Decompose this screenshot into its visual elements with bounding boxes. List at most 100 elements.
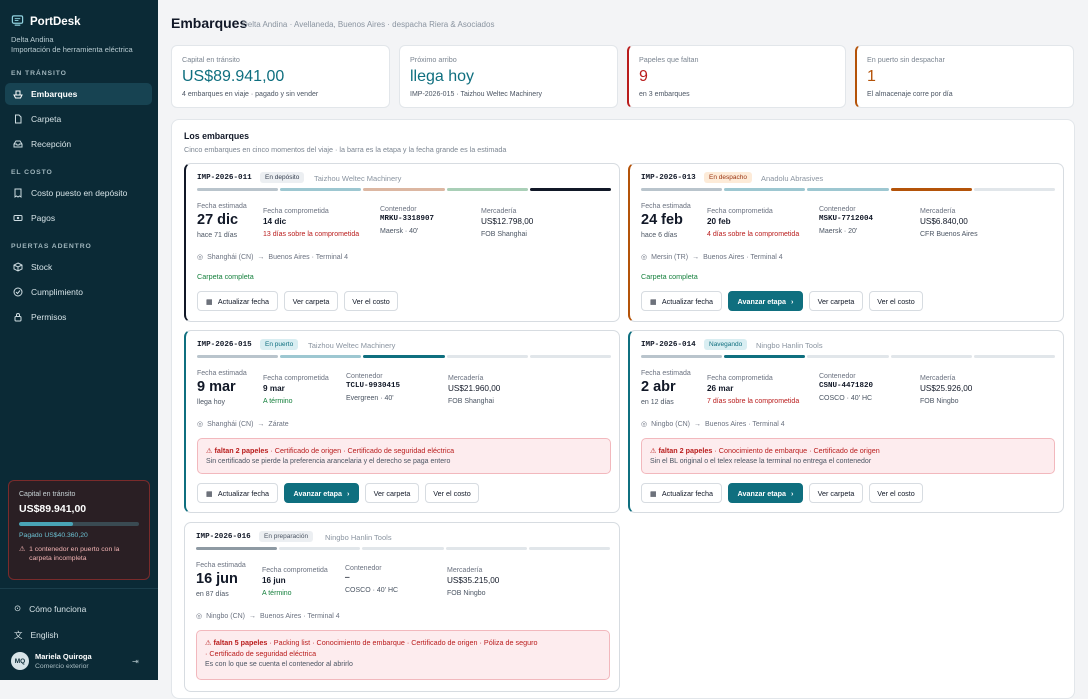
stage-segment: [807, 355, 889, 358]
est-date-label: Fecha estimada: [196, 562, 246, 569]
committed-date-col: Fecha comprometida 14 dic 13 días sobre …: [263, 208, 359, 238]
logout-icon[interactable]: ⇥: [132, 657, 139, 666]
col-label: Contenedor: [819, 206, 856, 213]
user-name: Mariela Quiroga: [35, 652, 92, 661]
nav-pagos[interactable]: Pagos: [5, 207, 152, 229]
view-folder-button[interactable]: Ver carpeta: [809, 483, 863, 503]
col-label: Fecha comprometida: [263, 208, 329, 215]
kpi-sub: IMP-2026-015 · Taizhou Weltec Machinery: [410, 91, 543, 98]
col-label: Contenedor: [346, 373, 383, 380]
status-badge: En despacho: [704, 172, 752, 183]
est-date-relative: hace 71 días: [197, 232, 238, 239]
nav-carpeta[interactable]: Carpeta: [5, 108, 152, 130]
shipment-card[interactable]: IMP-2026-013 En despacho Anadolu Abrasiv…: [628, 163, 1064, 322]
box-icon: [13, 262, 23, 272]
committed-note: 7 días sobre la comprometida: [707, 398, 800, 405]
kpi-label: Capital en tránsito: [182, 55, 240, 64]
status-badge: Navegando: [704, 339, 748, 350]
missing-docs: Packing list · Conocimiento de embarque …: [273, 638, 538, 647]
stage-bar: [197, 188, 612, 191]
est-date-label: Fecha estimada: [641, 203, 691, 210]
shipment-card[interactable]: IMP-2026-016 En preparación Ningbo Hanli…: [184, 522, 620, 692]
est-date-label: Fecha estimada: [641, 370, 691, 377]
globe-icon: ◎: [196, 613, 203, 620]
update-date-button[interactable]: ▦ Actualizar fecha: [641, 291, 722, 311]
button-label: Actualizar fecha: [217, 488, 269, 498]
stage-segment: [197, 355, 279, 358]
view-cost-button[interactable]: Ver el costo: [425, 483, 479, 503]
nav-cumplimiento[interactable]: Cumplimiento: [5, 281, 152, 303]
status-badge: En depósito: [260, 172, 305, 183]
nav-recepcion[interactable]: Recepción: [5, 133, 152, 155]
folder-complete: Carpeta completa: [641, 272, 698, 281]
committed-date-col: Fecha comprometida 26 mar 7 días sobre l…: [707, 375, 799, 405]
kpi-sub: en 3 embarques: [639, 91, 690, 98]
warning-text: 1 contenedor en puerto con la carpeta in…: [29, 546, 120, 563]
carrier: Evergreen · 40': [346, 395, 394, 402]
missing-docs-alert: ⚠ faltan 2 papeles · Conocimiento de emb…: [641, 438, 1055, 474]
update-date-button[interactable]: ▦ Actualizar fecha: [641, 483, 722, 503]
merch-col: Mercadería US$25.926,00 FOB Ningbo: [920, 375, 972, 405]
col-label: Contenedor: [380, 206, 417, 213]
route: ◎ Ningbo (CN) → Buenos Aires · Terminal 4: [196, 612, 340, 621]
paid-progress-fill: [19, 522, 73, 526]
stage-bar: [641, 188, 1056, 191]
incoterm: FOB Ningbo: [447, 590, 486, 597]
receipt-icon: [13, 188, 23, 198]
warning-icon: ⚠: [206, 446, 213, 455]
committed-date-col: Fecha comprometida 16 jun A término: [262, 567, 328, 597]
est-date: 2 abr: [641, 379, 676, 395]
alert-note: Es con lo que se cuenta el contenedor al…: [205, 661, 353, 669]
shipment-card[interactable]: IMP-2026-011 En depósito Taizhou Weltec …: [184, 163, 620, 322]
nav-label: Recepción: [31, 139, 72, 149]
update-date-button[interactable]: ▦ Actualizar fecha: [197, 483, 278, 503]
paid-text: Pagado US$40.360,20: [19, 532, 88, 539]
shipment-id: IMP-2026-014: [641, 341, 696, 349]
kpi-value: US$89.941,00: [182, 68, 285, 85]
container-col: Contenedor MSKU-7712004 Maersk · 20': [819, 206, 873, 235]
nav-stock[interactable]: Stock: [5, 256, 152, 278]
committed-note: 13 días sobre la comprometida: [263, 231, 360, 238]
origin: Mersin (TR): [651, 253, 689, 261]
merch-col: Mercadería US$21.960,00 FOB Shanghai: [448, 375, 500, 405]
committed-date: 9 mar: [263, 384, 285, 393]
shipment-card[interactable]: IMP-2026-015 En puerto Taizhou Weltec Ma…: [184, 330, 620, 513]
route: ◎ Shanghái (CN) → Zárate: [197, 420, 289, 429]
est-date-label: Fecha estimada: [197, 370, 247, 377]
route: ◎ Mersin (TR) → Buenos Aires · Terminal 4: [641, 253, 783, 262]
globe-icon: ◎: [197, 254, 204, 261]
view-cost-button[interactable]: Ver el costo: [869, 483, 923, 503]
advance-stage-button[interactable]: Avanzar etapa ›: [728, 483, 803, 503]
update-date-button[interactable]: ▦ Actualizar fecha: [197, 291, 278, 311]
button-label: Actualizar fecha: [217, 296, 269, 306]
carrier: COSCO · 40' HC: [819, 395, 873, 402]
view-folder-button[interactable]: Ver carpeta: [809, 291, 863, 311]
est-date: 27 dic: [197, 212, 239, 228]
help-link[interactable]: ⊙ Cómo funciona: [14, 603, 86, 614]
view-folder-button[interactable]: Ver carpeta: [284, 291, 338, 311]
advance-stage-button[interactable]: Avanzar etapa ›: [284, 483, 359, 503]
view-cost-button[interactable]: Ver el costo: [344, 291, 398, 311]
nav-costo-puesto-en-deposito[interactable]: Costo puesto en depósito: [5, 182, 152, 204]
supplier: Ningbo Hanlin Tools: [756, 341, 823, 350]
kpi-capital-en-transito: Capital en tránsito US$89.941,00 4 embar…: [171, 45, 390, 108]
shipment-id: IMP-2026-016: [196, 533, 251, 541]
shipment-card[interactable]: IMP-2026-014 Navegando Ningbo Hanlin Too…: [628, 330, 1064, 513]
nav-permisos[interactable]: Permisos: [5, 306, 152, 328]
col-label: Mercadería: [920, 208, 956, 215]
org-description: Importación de herramienta eléctrica: [11, 45, 133, 54]
merch-value: US$6.840,00: [920, 217, 968, 226]
view-cost-button[interactable]: Ver el costo: [869, 291, 923, 311]
user-profile[interactable]: MQ Mariela Quiroga Comercio exterior: [11, 652, 92, 670]
language-toggle[interactable]: 文 English: [14, 629, 58, 641]
brand[interactable]: PortDesk: [11, 14, 81, 30]
inbox-icon: [13, 139, 23, 149]
col-label: Mercadería: [481, 208, 517, 215]
nav-embarques[interactable]: Embarques: [5, 83, 152, 105]
container-id: TCLU-9930415: [346, 382, 401, 390]
page-subtitle: Delta Andina · Avellaneda, Buenos Aires …: [242, 20, 495, 29]
committed-date: 20 feb: [707, 217, 731, 226]
advance-stage-button[interactable]: Avanzar etapa ›: [728, 291, 803, 311]
view-folder-button[interactable]: Ver carpeta: [365, 483, 419, 503]
origin: Ningbo (CN): [206, 612, 246, 620]
